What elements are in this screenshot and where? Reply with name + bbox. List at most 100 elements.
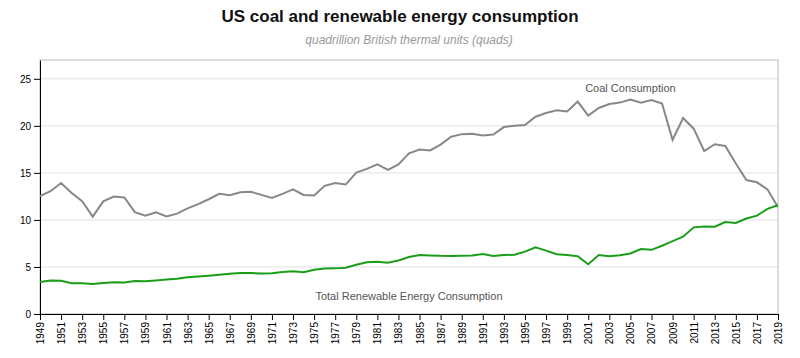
x-tick: 1951 [56,314,67,344]
y-tick-mark [34,220,40,221]
x-tick-label: 2001 [583,322,594,345]
x-tick-mark [651,314,652,320]
x-tick: 1959 [140,314,151,344]
grid-line [40,78,778,79]
x-tick: 1957 [119,314,130,344]
x-tick-label: 1981 [372,322,383,345]
x-tick-mark [103,314,104,320]
series-line [40,205,778,284]
x-tick-mark [293,314,294,320]
x-tick: 2015 [731,314,742,344]
x-tick-mark [314,314,315,320]
x-tick-label: 2005 [625,322,636,345]
y-tick-mark [34,173,40,174]
y-tick-label: 20 [20,121,32,132]
y-axis-line [40,61,41,315]
x-tick-mark [82,314,83,320]
x-tick-label: 1985 [415,322,426,345]
x-tick-label: 2017 [752,322,763,345]
x-axis: 1949195119531955195719591961196319651967… [35,314,784,344]
x-tick-mark [377,314,378,320]
plot-area [40,100,778,285]
x-tick-mark [251,314,252,320]
series-labels: Coal ConsumptionTotal Renewable Energy C… [315,82,675,303]
x-tick: 1971 [267,314,278,344]
x-tick-mark [715,314,716,320]
x-tick-mark [420,314,421,320]
x-tick-mark [61,314,62,320]
x-tick: 1985 [415,314,426,344]
x-tick-label: 2019 [773,322,784,345]
x-tick: 1965 [204,314,215,344]
x-tick-mark [335,314,336,320]
x-tick: 1997 [541,314,552,344]
y-tick-mark [34,126,40,127]
x-tick-label: 1989 [457,322,468,345]
x-tick-mark [167,314,168,320]
y-tick: 20 [20,121,40,132]
x-tick-mark [504,314,505,320]
x-tick: 1973 [288,314,299,344]
y-tick: 5 [25,262,40,273]
x-tick: 2003 [604,314,615,344]
x-tick-label: 1967 [225,322,236,345]
x-tick: 1987 [436,314,447,344]
x-tick-mark [736,314,737,320]
x-tick-label: 1993 [499,322,510,345]
x-tick-label: 1963 [183,322,194,345]
x-tick-label: 1983 [393,322,404,345]
y-tick-label: 0 [25,309,31,320]
subtitle: quadrillion British thermal units (quads… [305,33,512,47]
chart: US coal and renewable energy consumption… [0,0,800,358]
x-tick: 1975 [309,314,320,344]
x-tick-label: 2015 [731,322,742,345]
y-tick-mark [34,314,40,315]
x-tick: 1977 [330,314,341,344]
x-tick: 2005 [625,314,636,344]
x-tick-label: 1957 [119,322,130,345]
grid-line [40,125,778,126]
grid [40,79,778,314]
y-tick-label: 15 [20,168,32,179]
x-tick-mark [609,314,610,320]
x-tick: 2007 [646,314,657,344]
y-tick: 25 [20,74,40,85]
y-tick-mark [34,267,40,268]
x-tick-label: 2009 [668,322,679,345]
x-tick-label: 1955 [98,322,109,345]
x-tick: 1953 [77,314,88,344]
x-tick-label: 1949 [35,322,46,345]
x-tick: 1967 [225,314,236,344]
y-axis: 0 5 10 15 20 25 [20,61,41,320]
x-tick-mark [188,314,189,320]
y-tick: 15 [20,168,40,179]
x-tick-label: 2013 [710,322,721,345]
x-tick: 1963 [183,314,194,344]
y-tick-mark [34,79,40,80]
x-tick-label: 2011 [689,322,700,344]
x-tick-label: 1995 [520,322,531,345]
y-tick-label: 5 [25,262,31,273]
x-tick-mark [441,314,442,320]
series-line [40,100,778,217]
x-tick-mark [124,314,125,320]
x-tick-label: 1953 [77,322,88,345]
x-tick-mark [230,314,231,320]
y-tick: 10 [20,215,40,226]
x-tick: 1949 [35,314,46,344]
x-tick-mark [462,314,463,320]
x-axis-line [41,314,779,315]
x-tick: 1995 [520,314,531,344]
x-tick-label: 1969 [246,322,257,345]
x-tick-mark [145,314,146,320]
y-tick: 0 [25,309,40,320]
x-tick: 2017 [752,314,763,344]
x-tick-label: 1959 [140,322,151,345]
x-tick-mark [673,314,674,320]
x-tick: 2011 [689,314,700,344]
x-tick-mark [778,314,779,320]
x-tick-label: 1975 [309,322,320,345]
x-tick-label: 2003 [604,322,615,345]
x-tick-mark [483,314,484,320]
x-tick: 2013 [710,314,721,344]
